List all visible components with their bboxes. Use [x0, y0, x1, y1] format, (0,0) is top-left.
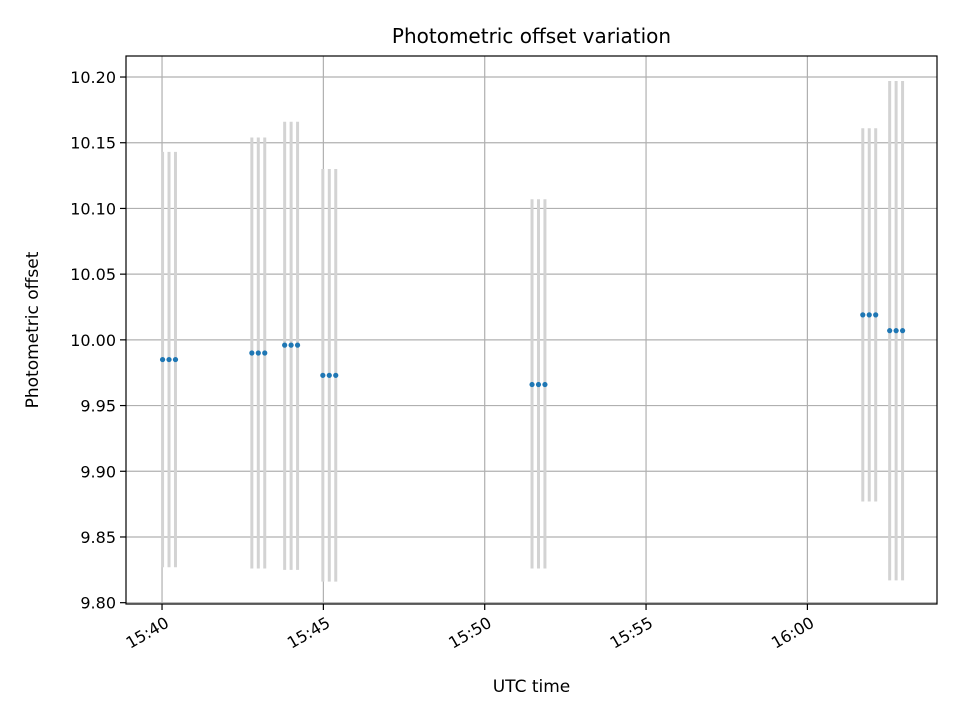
plot-frame — [125, 55, 938, 605]
y-tick-label: 10.10 — [70, 199, 116, 218]
y-tick-label: 10.15 — [70, 134, 116, 153]
data-point — [893, 328, 899, 334]
data-point — [535, 381, 542, 388]
data-point — [873, 312, 879, 318]
data-point — [887, 328, 893, 334]
data-point — [333, 372, 339, 378]
y-tick-label: 10.00 — [70, 331, 116, 350]
data-point — [860, 312, 866, 318]
grid — [126, 56, 937, 604]
data-point — [320, 372, 326, 378]
data-point — [159, 356, 166, 363]
data-point — [249, 350, 255, 356]
y-tick-label: 9.90 — [80, 462, 116, 481]
data-point — [529, 381, 535, 388]
x-axis-label: UTC time — [493, 677, 571, 697]
y-axis-label: Photometric offset — [23, 251, 43, 408]
data-point — [172, 356, 179, 363]
y-tick-label: 9.95 — [80, 397, 116, 416]
data-point — [326, 372, 332, 378]
data-point — [542, 381, 548, 388]
data-point — [899, 328, 906, 334]
data-point — [288, 342, 294, 348]
y-tick-label: 10.20 — [70, 68, 116, 87]
chart-title: Photometric offset variation — [392, 24, 671, 48]
data-point — [262, 350, 268, 356]
y-tick-label: 9.85 — [80, 528, 116, 547]
data-point — [866, 312, 872, 318]
y-tick-label: 10.05 — [70, 265, 116, 284]
data-point — [294, 342, 301, 348]
y-tick-label: 9.80 — [80, 594, 116, 613]
data-point — [255, 350, 261, 356]
data-point — [282, 342, 288, 348]
data-point — [166, 356, 172, 363]
data-points — [159, 312, 906, 388]
